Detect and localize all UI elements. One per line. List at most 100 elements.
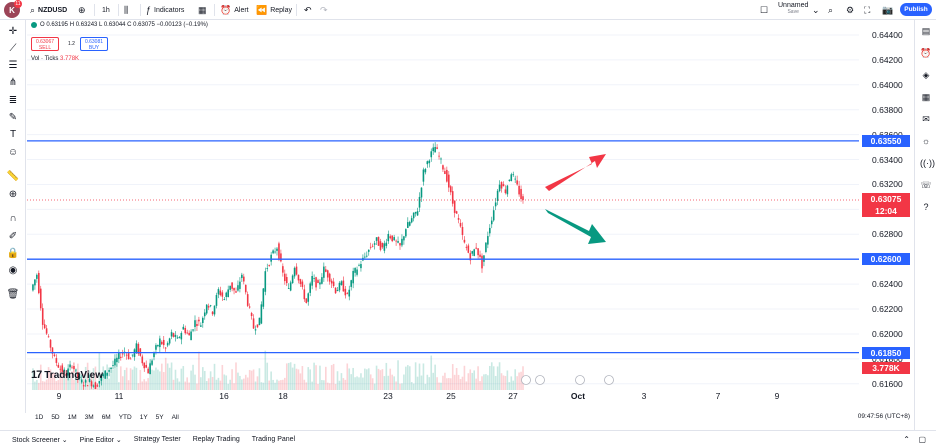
range-button[interactable]: 3M: [84, 413, 94, 421]
maximize-panel-icon[interactable]: ▢: [918, 435, 926, 444]
candle-body: [61, 365, 64, 372]
buy-price: 0.63081: [84, 39, 104, 45]
range-button[interactable]: 5D: [51, 413, 60, 421]
volume-bar: [455, 368, 458, 390]
level-low-tag: 0.61850: [862, 346, 910, 359]
volume-bar: [344, 379, 347, 390]
volume-bar: [272, 379, 274, 390]
layout-checkbox[interactable]: ☐: [760, 4, 768, 16]
bottom-tab[interactable]: Trading Panel: [251, 436, 296, 443]
bottom-tab[interactable]: Pine Editor ⌄: [79, 436, 122, 444]
snapshot-button[interactable]: 📷: [882, 4, 893, 16]
horizontal-lines-icon[interactable]: ☰: [8, 60, 18, 71]
templates-button[interactable]: ▦: [198, 4, 207, 16]
fib-icon[interactable]: ≣: [8, 95, 18, 106]
volume-bar: [383, 376, 386, 390]
smiley-icon[interactable]: ☺: [7, 147, 19, 158]
volume-bar: [323, 380, 325, 390]
candle-body: [200, 325, 202, 327]
pitchfork-icon[interactable]: ⋔: [8, 77, 18, 88]
fullscreen-button[interactable]: ⛶: [864, 4, 870, 16]
publish-button[interactable]: Publish: [900, 3, 932, 16]
volume-bar: [211, 376, 214, 390]
signal-icon[interactable]: ((·)): [920, 158, 935, 168]
candle-body: [401, 238, 403, 246]
layers-icon[interactable]: ◈: [922, 70, 930, 80]
candle-body: [424, 169, 427, 173]
candle-body: [239, 281, 241, 289]
volume-bar: [274, 382, 276, 390]
watchlist-icon[interactable]: ▤: [921, 26, 931, 36]
volume-bar: [161, 363, 163, 390]
magnet-icon[interactable]: ∩: [9, 213, 17, 224]
alarm-icon[interactable]: ⏰: [920, 48, 932, 58]
time-axis[interactable]: 9 11 16 18 23 25 27 Oct 3 7 9: [27, 390, 859, 402]
redo-button[interactable]: ↷: [320, 4, 328, 16]
eye-icon[interactable]: ◉: [8, 265, 18, 276]
range-button[interactable]: All: [171, 413, 179, 421]
buy-button[interactable]: 0.63081 BUY: [80, 37, 108, 51]
candle-body: [455, 211, 458, 214]
range-button[interactable]: 6M: [101, 413, 111, 421]
replay-button[interactable]: ⏪ Replay: [256, 4, 292, 16]
calendar-icon[interactable]: ▦: [921, 92, 931, 102]
bottom-tab[interactable]: Replay Trading: [192, 436, 240, 443]
candle-body: [38, 272, 40, 294]
pencil-lock-icon[interactable]: ✐: [8, 231, 18, 242]
help-icon[interactable]: ?: [923, 202, 929, 212]
time-axis-label: 27: [508, 391, 518, 401]
price-axis[interactable]: 0.64400 0.64200 0.64000 0.63800 0.63600 0.634…: [860, 20, 914, 390]
volume-bar: [235, 362, 237, 390]
candle-body: [395, 240, 397, 242]
ideas-icon[interactable]: ☼: [921, 136, 931, 146]
layout-menu-button[interactable]: ⌄: [812, 4, 820, 16]
candle-body: [377, 236, 380, 246]
candle-body: [71, 366, 73, 368]
settings-button[interactable]: ⚙: [846, 4, 854, 16]
volume-label: Vol · Ticks: [31, 56, 59, 62]
volume-bar: [98, 353, 101, 390]
candle-body: [121, 353, 124, 355]
ruler-icon[interactable]: 📏: [6, 171, 20, 182]
candle-body: [86, 385, 89, 387]
interval-button[interactable]: 1h: [102, 4, 110, 16]
compare-button[interactable]: ⊕: [78, 4, 86, 16]
lock-icon[interactable]: 🔒: [6, 248, 20, 259]
brush-icon[interactable]: ✎: [8, 112, 18, 123]
collapse-panel-icon[interactable]: ⌃: [903, 435, 910, 444]
candle-body: [34, 279, 36, 286]
quick-search-button[interactable]: ⌕: [828, 4, 833, 16]
volume-bar: [162, 372, 165, 390]
trash-icon[interactable]: 🗑: [6, 289, 20, 300]
candle-body: [98, 381, 101, 384]
volume-bar: [188, 382, 190, 390]
indicators-button[interactable]: ƒ Indicators: [146, 4, 184, 16]
range-button[interactable]: YTD: [118, 413, 132, 421]
notifications-icon[interactable]: ☏: [920, 180, 932, 190]
layout-name-button[interactable]: Unnamed Save: [778, 2, 808, 15]
symbol-search[interactable]: ⌕ NZDUSD: [30, 4, 67, 16]
range-button[interactable]: 1M: [67, 413, 77, 421]
zoom-in-icon[interactable]: ⊕: [8, 189, 18, 200]
range-button[interactable]: 5Y: [155, 413, 164, 421]
undo-button[interactable]: ↶: [304, 4, 312, 16]
bottom-tab[interactable]: Strategy Tester: [133, 436, 181, 443]
text-icon[interactable]: T: [9, 129, 17, 140]
range-button[interactable]: 1Y: [139, 413, 148, 421]
crosshair-icon[interactable]: ✛: [8, 26, 18, 37]
candle-body: [436, 147, 438, 149]
chart-type-button[interactable]: ⫼: [124, 4, 128, 16]
trend-line-icon[interactable]: ⟋: [9, 43, 17, 54]
price-axis-label: 0.62400: [872, 279, 903, 290]
clock[interactable]: 09:47:56 (UTC+8): [857, 413, 910, 420]
candle-body: [102, 374, 105, 376]
price-chart[interactable]: [27, 20, 859, 410]
alert-button[interactable]: ⏰ Alert: [220, 4, 249, 16]
volume-bar: [285, 363, 288, 390]
chat-icon[interactable]: ✉: [922, 114, 930, 124]
bottom-tab[interactable]: Stock Screener ⌄: [12, 436, 68, 444]
candle-body: [434, 147, 436, 153]
range-button[interactable]: 1D: [35, 413, 44, 421]
sell-button[interactable]: 0.63067 SELL: [31, 37, 59, 51]
spread-value: 1.2: [68, 41, 75, 47]
